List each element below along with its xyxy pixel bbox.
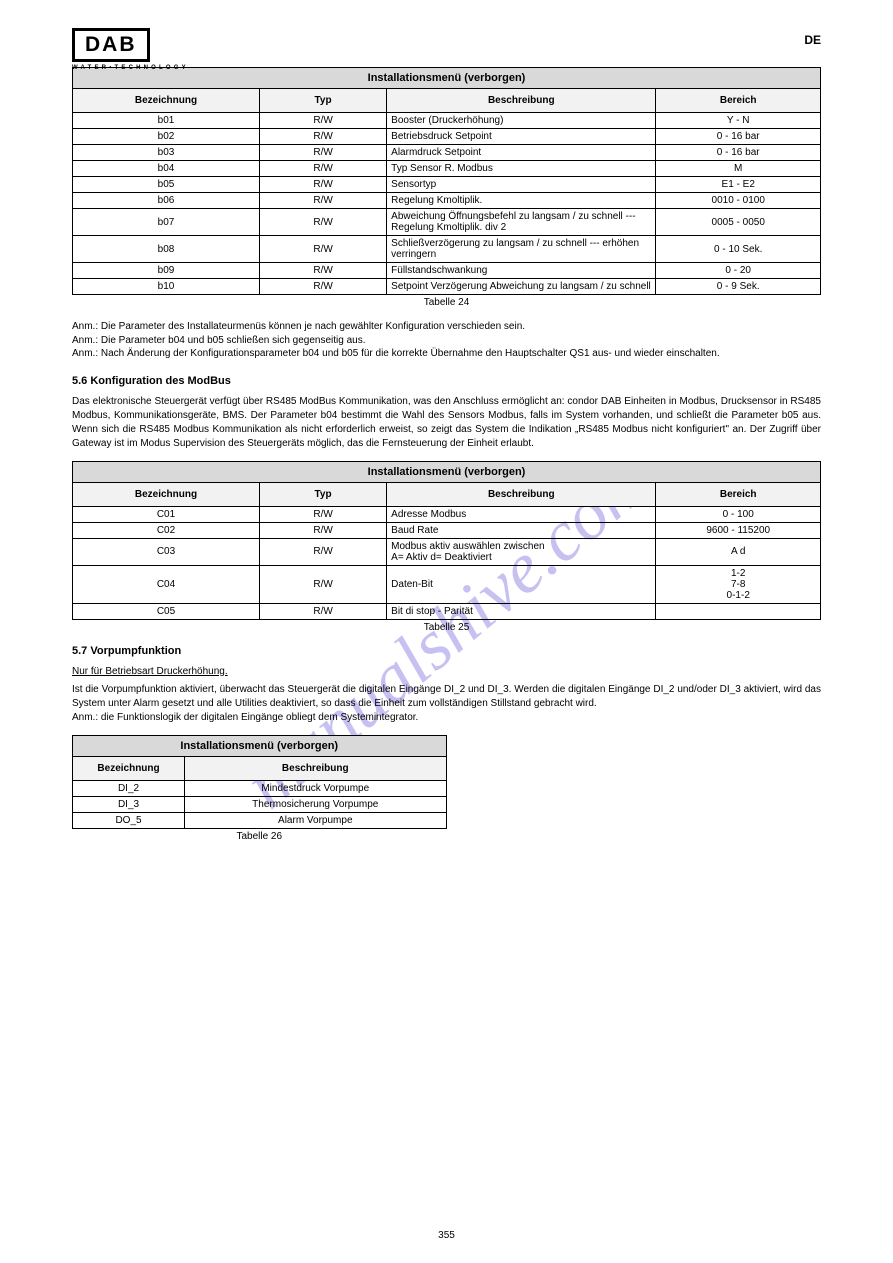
table-cell: Typ Sensor R. Modbus <box>387 161 656 177</box>
table-cell: Y - N <box>656 113 821 129</box>
table-24-col-0: Bezeichnung <box>73 89 260 113</box>
section-5-7-heading-text: 5.7 Vorpumpfunktion <box>72 645 181 657</box>
table-cell: R/W <box>260 113 387 129</box>
table-cell: R/W <box>260 565 387 603</box>
table-cell: b07 <box>73 209 260 236</box>
table-cell: DO_5 <box>73 812 185 828</box>
table-cell: R/W <box>260 161 387 177</box>
table-cell: Mindestdruck Vorpumpe <box>185 780 446 796</box>
table-24-col-1: Typ <box>260 89 387 113</box>
table-cell: b05 <box>73 177 260 193</box>
table-cell: M <box>656 161 821 177</box>
table-cell: 0 - 20 <box>656 263 821 279</box>
table-cell: C04 <box>73 565 260 603</box>
table-cell: R/W <box>260 603 387 619</box>
table-cell: Bit di stop - Parität <box>387 603 656 619</box>
section-5-7-body: Ist die Vorpumpfunktion aktiviert, überw… <box>72 683 821 725</box>
table-cell: b04 <box>73 161 260 177</box>
table-25-col-3: Bereich <box>656 482 821 506</box>
table-cell: C03 <box>73 538 260 565</box>
table-cell: b06 <box>73 193 260 209</box>
logo-box: DAB <box>72 28 150 62</box>
table-cell: R/W <box>260 236 387 263</box>
table-cell: Thermosicherung Vorpumpe <box>185 796 446 812</box>
logo-brand: DAB <box>85 33 137 56</box>
table-cell: R/W <box>260 145 387 161</box>
table-cell: Booster (Druckerhöhung) <box>387 113 656 129</box>
table-cell: Adresse Modbus <box>387 506 656 522</box>
table-cell: 1-27-80-1-2 <box>656 565 821 603</box>
table-cell: C01 <box>73 506 260 522</box>
table-cell: b01 <box>73 113 260 129</box>
table-cell: Regelung Kmoltiplik. <box>387 193 656 209</box>
table-cell: 0010 - 0100 <box>656 193 821 209</box>
section-5-6-heading-text: 5.6 Konfiguration des ModBus <box>72 375 231 387</box>
table-26: Installationsmenü (verborgen) Bezeichnun… <box>72 735 447 829</box>
table-26-col-0: Bezeichnung <box>73 756 185 780</box>
table-cell: DI_3 <box>73 796 185 812</box>
table-25-col-0: Bezeichnung <box>73 482 260 506</box>
table-cell: 0 - 9 Sek. <box>656 279 821 295</box>
table-cell: R/W <box>260 209 387 236</box>
table-cell: Sensortyp <box>387 177 656 193</box>
table-24-col-3: Bereich <box>656 89 821 113</box>
table-26-title: Installationsmenü (verborgen) <box>73 735 447 756</box>
section-5-7-heading: 5.7 Vorpumpfunktion <box>72 645 821 657</box>
table-cell: C02 <box>73 522 260 538</box>
table-cell: DI_2 <box>73 780 185 796</box>
notes-block: Anm.: Die Parameter des Installateurmenü… <box>72 320 821 361</box>
table-26-col-1: Beschreibung <box>185 756 446 780</box>
table-26-caption: Tabelle 26 <box>72 831 447 842</box>
section-5-6-heading: 5.6 Konfiguration des ModBus <box>72 375 821 387</box>
table-cell: C05 <box>73 603 260 619</box>
table-cell: R/W <box>260 506 387 522</box>
table-cell: Schließverzögerung zu langsam / zu schne… <box>387 236 656 263</box>
table-cell: R/W <box>260 279 387 295</box>
table-25-col-1: Typ <box>260 482 387 506</box>
table-cell: Daten-Bit <box>387 565 656 603</box>
table-24-caption: Tabelle 24 <box>72 297 821 308</box>
table-cell: 0005 - 0050 <box>656 209 821 236</box>
table-cell: 0 - 16 bar <box>656 145 821 161</box>
table-cell: Setpoint Verzögerung Abweichung zu langs… <box>387 279 656 295</box>
table-25-col-2: Beschreibung <box>387 482 656 506</box>
table-cell: b02 <box>73 129 260 145</box>
table-cell: E1 - E2 <box>656 177 821 193</box>
table-cell: 0 - 100 <box>656 506 821 522</box>
table-cell: R/W <box>260 129 387 145</box>
table-cell: b08 <box>73 236 260 263</box>
table-cell: 0 - 16 bar <box>656 129 821 145</box>
page-number: 355 <box>0 1230 893 1241</box>
table-cell: b10 <box>73 279 260 295</box>
table-24: Installationsmenü (verborgen) Bezeichnun… <box>72 67 821 295</box>
table-cell: R/W <box>260 522 387 538</box>
table-cell: Modbus aktiv auswählen zwischenA= Aktiv … <box>387 538 656 565</box>
section-5-7-underline-text: Nur für Betriebsart Druckerhöhung. <box>72 666 228 677</box>
table-cell: R/W <box>260 538 387 565</box>
table-cell: Füllstandschwankung <box>387 263 656 279</box>
table-cell <box>656 603 821 619</box>
table-25: Installationsmenü (verborgen) Bezeichnun… <box>72 461 821 620</box>
table-cell: R/W <box>260 263 387 279</box>
table-cell: b09 <box>73 263 260 279</box>
table-25-title: Installationsmenü (verborgen) <box>73 461 821 482</box>
table-cell: R/W <box>260 177 387 193</box>
table-cell: Betriebsdruck Setpoint <box>387 129 656 145</box>
table-cell: A d <box>656 538 821 565</box>
table-cell: 0 - 10 Sek. <box>656 236 821 263</box>
table-cell: Alarmdruck Setpoint <box>387 145 656 161</box>
table-cell: Abweichung Öffnungsbefehl zu langsam / z… <box>387 209 656 236</box>
language-code: DE <box>72 33 821 47</box>
table-cell: 9600 - 115200 <box>656 522 821 538</box>
section-5-6-body: Das elektronische Steuergerät verfügt üb… <box>72 395 821 451</box>
table-cell: Alarm Vorpumpe <box>185 812 446 828</box>
table-cell: b03 <box>73 145 260 161</box>
table-cell: R/W <box>260 193 387 209</box>
table-cell: Baud Rate <box>387 522 656 538</box>
table-24-col-2: Beschreibung <box>387 89 656 113</box>
section-5-7-underline: Nur für Betriebsart Druckerhöhung. <box>72 665 821 679</box>
table-25-caption: Tabelle 25 <box>72 622 821 633</box>
